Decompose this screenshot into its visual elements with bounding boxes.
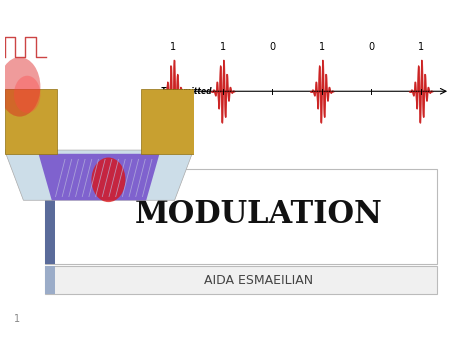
Bar — [45, 169, 55, 264]
Text: 1: 1 — [319, 42, 325, 52]
Text: 1: 1 — [170, 42, 176, 52]
Polygon shape — [39, 154, 159, 200]
Polygon shape — [4, 150, 194, 200]
Bar — [45, 266, 55, 294]
Polygon shape — [140, 89, 194, 154]
FancyBboxPatch shape — [45, 266, 436, 294]
Text: 1: 1 — [418, 42, 424, 52]
FancyBboxPatch shape — [45, 169, 436, 264]
Text: Transmitted: Transmitted — [161, 87, 213, 96]
Text: 1: 1 — [14, 314, 20, 324]
Text: MODULATION: MODULATION — [135, 199, 382, 230]
Text: 0: 0 — [368, 42, 374, 52]
Ellipse shape — [91, 158, 126, 202]
Polygon shape — [4, 89, 58, 154]
Ellipse shape — [14, 76, 40, 113]
Text: 0: 0 — [269, 42, 275, 52]
Ellipse shape — [0, 57, 40, 117]
Text: 1: 1 — [220, 42, 226, 52]
Text: AIDA ESMAEILIAN: AIDA ESMAEILIAN — [204, 274, 313, 287]
